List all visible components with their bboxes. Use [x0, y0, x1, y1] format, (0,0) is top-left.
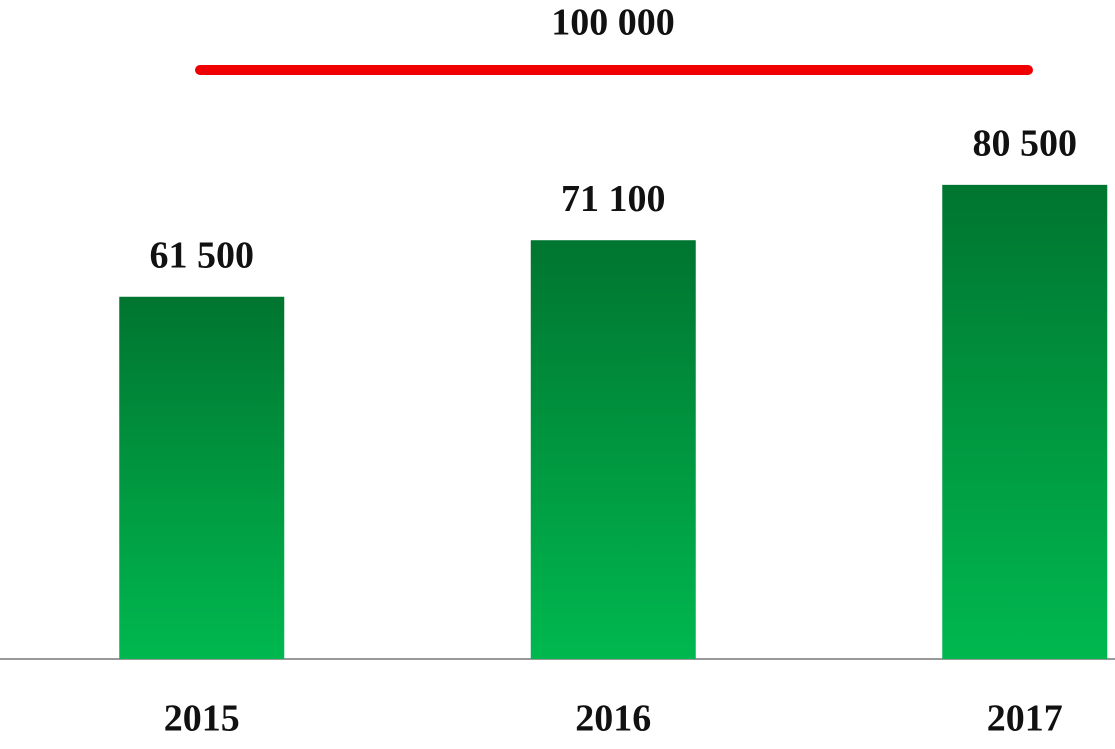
x-tick-label: 2017 [987, 698, 1063, 740]
bar [530, 240, 696, 659]
value-label: 71 100 [561, 178, 666, 220]
value-label: 80 500 [973, 123, 1078, 165]
value-label: 61 500 [150, 234, 255, 276]
target-label: 100 000 [551, 2, 675, 44]
bar [119, 296, 285, 659]
x-tick-label: 2016 [575, 698, 651, 740]
bar [942, 184, 1108, 660]
x-tick-label: 2015 [164, 698, 240, 740]
